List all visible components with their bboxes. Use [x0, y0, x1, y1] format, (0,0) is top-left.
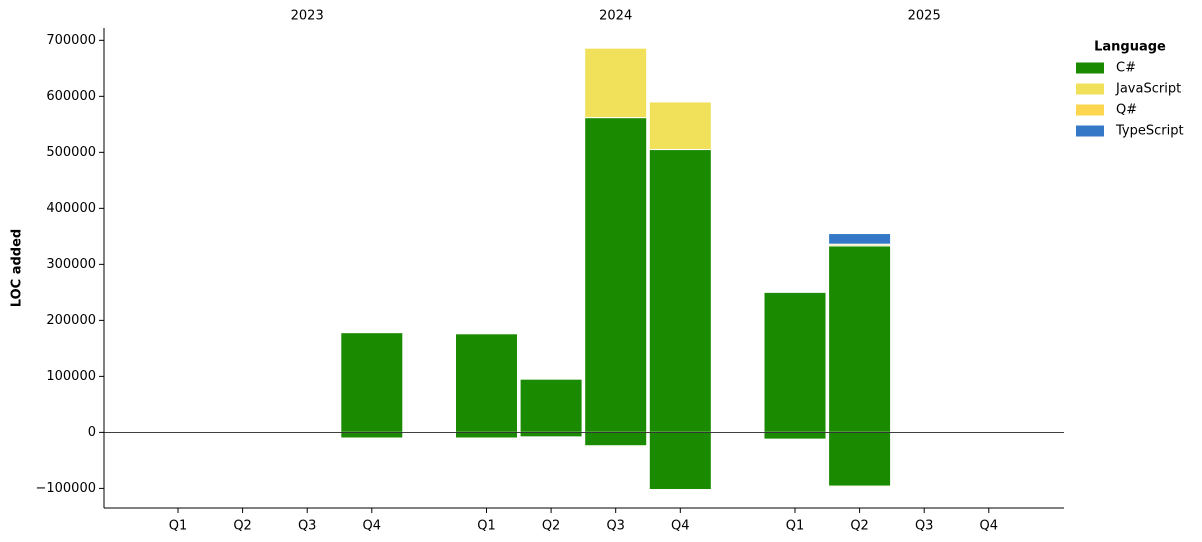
- y-tick-label: 500000: [46, 145, 96, 160]
- x-tick-label: Q3: [606, 519, 625, 534]
- bar-segment: [648, 149, 712, 433]
- legend-title: Language: [1094, 40, 1166, 55]
- group-label: 2024: [599, 9, 632, 24]
- y-tick-label: 300000: [46, 257, 96, 272]
- y-tick-label: 700000: [46, 33, 96, 48]
- legend-label: TypeScript: [1115, 124, 1184, 139]
- y-tick-label: 100000: [46, 369, 96, 384]
- x-tick-label: Q4: [671, 519, 690, 534]
- bar-segment: [648, 101, 712, 151]
- bar-segment: [828, 485, 892, 488]
- x-tick-label: Q2: [542, 519, 561, 534]
- x-tick-label: Q1: [169, 519, 188, 534]
- bar-segment: [455, 431, 518, 439]
- x-tick-label: Q4: [980, 519, 999, 534]
- y-tick-label: 0: [88, 425, 96, 440]
- bar-segment: [519, 378, 583, 433]
- legend-swatch: [1076, 125, 1104, 137]
- bar-segment: [340, 431, 404, 439]
- legend-swatch: [1076, 104, 1104, 116]
- bar-segment: [455, 333, 518, 433]
- y-tick-label: 200000: [46, 313, 96, 328]
- legend-label: JavaScript: [1115, 82, 1181, 97]
- bar-segment: [828, 233, 892, 245]
- y-axis-label: LOC added: [10, 229, 25, 307]
- x-tick-label: Q4: [363, 519, 382, 534]
- x-tick-label: Q1: [786, 519, 805, 534]
- legend-label: Q#: [1116, 103, 1137, 118]
- x-tick-label: Q3: [915, 519, 934, 534]
- bar-segment: [763, 431, 827, 440]
- legend-swatch: [1076, 62, 1104, 74]
- y-tick-label: 600000: [46, 89, 96, 104]
- bar-segment: [763, 291, 827, 433]
- group-label: 2023: [291, 9, 324, 24]
- bar-segment: [584, 445, 648, 448]
- bar-segment: [584, 117, 648, 433]
- group-label: 2025: [908, 9, 941, 24]
- x-tick-label: Q1: [477, 519, 496, 534]
- bar-segment: [828, 245, 892, 433]
- bar-segment: [584, 47, 648, 119]
- bar-segment: [519, 431, 583, 438]
- bar-segment: [340, 332, 404, 433]
- y-tick-label: 400000: [46, 201, 96, 216]
- bar-segment: [828, 431, 892, 487]
- bar-segment: [584, 431, 648, 447]
- bar-segment: [648, 431, 712, 491]
- legend-swatch: [1076, 83, 1104, 95]
- x-tick-label: Q2: [850, 519, 869, 534]
- x-tick-label: Q3: [298, 519, 317, 534]
- x-tick-label: Q2: [233, 519, 252, 534]
- y-tick-label: −100000: [35, 481, 96, 496]
- legend-label: C#: [1116, 61, 1136, 76]
